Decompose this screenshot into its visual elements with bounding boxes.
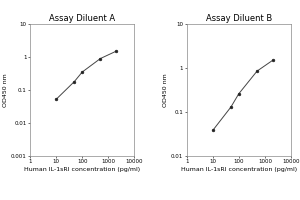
X-axis label: Human IL-1sRI concentration (pg/ml): Human IL-1sRI concentration (pg/ml) (24, 167, 140, 172)
Title: Assay Diluent A: Assay Diluent A (49, 14, 115, 23)
Y-axis label: OD450 nm: OD450 nm (163, 73, 168, 107)
Title: Assay Diluent B: Assay Diluent B (206, 14, 272, 23)
Y-axis label: OD450 nm: OD450 nm (3, 73, 8, 107)
X-axis label: Human IL-1sRI concentration (pg/ml): Human IL-1sRI concentration (pg/ml) (181, 167, 297, 172)
